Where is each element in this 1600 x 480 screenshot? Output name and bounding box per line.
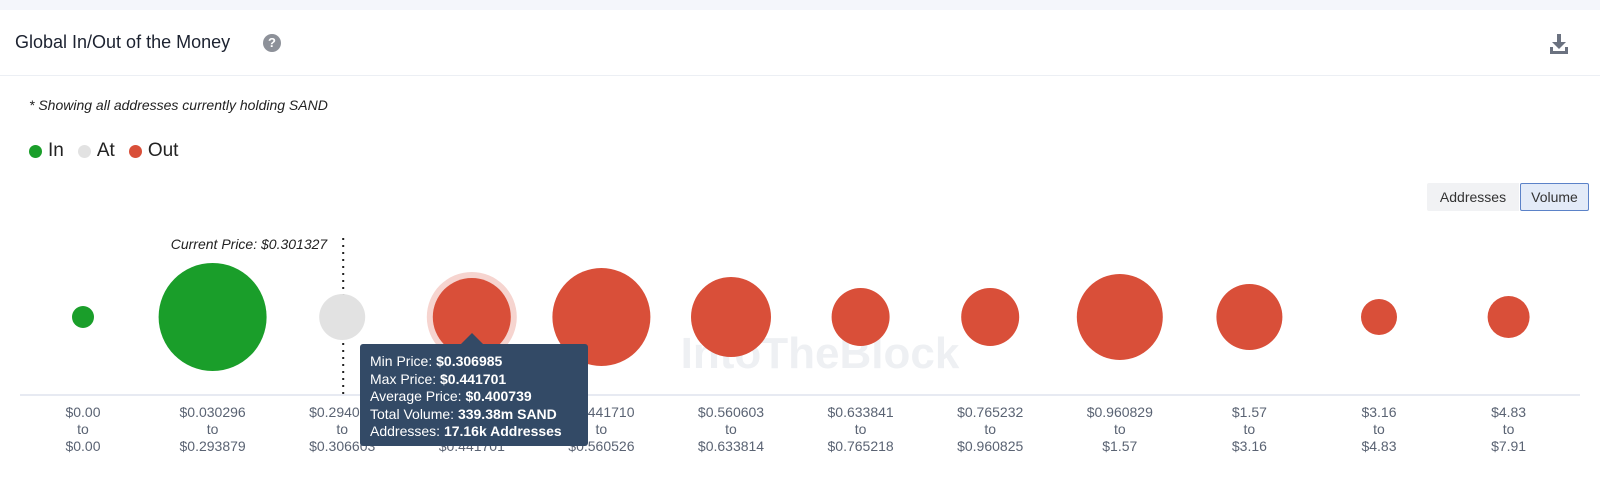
legend-label-out: Out: [147, 140, 179, 161]
tick-label: to: [1503, 421, 1515, 437]
tick-label: $0.765218: [828, 438, 894, 454]
tick-label: $0.293879: [180, 438, 246, 454]
tick-label: $0.560603: [698, 404, 764, 420]
bubble-out: [1487, 296, 1530, 338]
tick-label: $0.633841: [828, 404, 894, 420]
tick-label: to: [207, 421, 219, 437]
bubble-out: [691, 277, 771, 357]
tick-label: $0.960829: [1087, 404, 1153, 420]
legend: In At Out: [29, 140, 192, 162]
legend-dot-out: [128, 144, 142, 158]
tick-label: $0.294023: [309, 404, 375, 420]
bubble-in: [158, 263, 267, 371]
tooltip-addresses-row: Addresses: 17.16k Addresses: [370, 423, 562, 439]
tooltip-arrow: [461, 333, 483, 344]
bubble-in: [72, 306, 94, 328]
tick-label: $7.91: [1491, 438, 1526, 454]
tick-label: to: [984, 421, 996, 437]
bubble-out: [1216, 284, 1283, 350]
tick-label: $1.57: [1232, 404, 1267, 420]
tick-label: to: [336, 421, 348, 437]
download-icon[interactable]: [1548, 32, 1570, 56]
bubble-out: [552, 268, 651, 366]
tick-label: $0.00: [65, 438, 100, 454]
bucket-tooltip: Min Price: $0.306985 Max Price: $0.44170…: [360, 344, 588, 446]
bubble-out: [1361, 299, 1397, 335]
tick-label: to: [1244, 421, 1256, 437]
tick-label: $0.633814: [698, 438, 764, 454]
legend-dot-at: [77, 144, 91, 158]
tick-label: $4.83: [1491, 404, 1526, 420]
tick-label: to: [855, 421, 867, 437]
tooltip-avg-row: Average Price: $0.400739: [370, 388, 532, 404]
bubble-out: [831, 288, 890, 346]
tooltip-volume-row: Total Volume: 339.38m SAND: [370, 405, 557, 422]
bubble-out: [1076, 274, 1163, 360]
tick-label: to: [1373, 421, 1385, 437]
holding-note: * Showing all addresses currently holdin…: [29, 97, 328, 113]
legend-label-at: At: [96, 140, 115, 161]
tick-label: to: [77, 421, 89, 437]
bubble-out: [961, 288, 1020, 346]
tick-label: to: [725, 421, 737, 437]
tick-label: $0.00: [65, 404, 100, 420]
tick-label: $0.306603: [309, 438, 375, 454]
panel-header: Global In/Out of the Money ?: [0, 10, 1600, 76]
tick-label: $0.960825: [957, 438, 1023, 454]
tooltip-min-row: Min Price: $0.306985: [370, 353, 503, 369]
tick-label: $0.030296: [180, 404, 246, 420]
legend-item-in[interactable]: In: [29, 140, 64, 162]
legend-dot-in: [29, 144, 42, 158]
legend-item-at[interactable]: At: [77, 140, 115, 162]
question-circle-icon[interactable]: ?: [263, 34, 281, 52]
tick-label: $4.83: [1361, 438, 1396, 454]
tick-label: $3.16: [1361, 404, 1396, 420]
tooltip-max-row: Max Price: $0.441701: [370, 370, 507, 387]
addresses-toggle-button[interactable]: Addresses: [1427, 183, 1519, 211]
bubble-out: [432, 278, 511, 356]
volume-toggle-button[interactable]: Volume: [1520, 183, 1589, 211]
legend-label-in: In: [48, 140, 64, 161]
tick-label: $0.765232: [957, 404, 1023, 420]
page-title: Global In/Out of the Money: [15, 32, 231, 52]
tick-label: $3.16: [1232, 438, 1267, 454]
bubble-at: [319, 294, 366, 340]
tick-label: $1.57: [1102, 438, 1137, 454]
current-price-label: Current Price: $0.301327: [171, 236, 329, 252]
tick-label: to: [596, 421, 608, 437]
top-strip: [0, 0, 1600, 10]
legend-item-out[interactable]: Out: [128, 140, 179, 162]
tick-label: to: [1114, 421, 1126, 437]
